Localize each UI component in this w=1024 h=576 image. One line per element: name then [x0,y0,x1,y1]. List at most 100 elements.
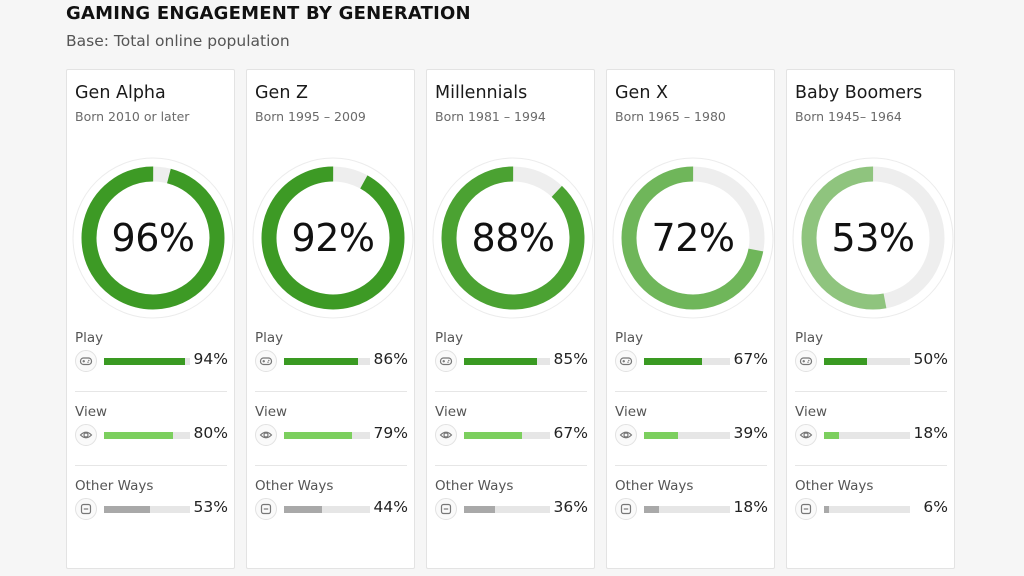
generation-name: Millennials [435,83,528,103]
bar-value: 67% [553,424,588,442]
bar-value: 67% [733,350,768,368]
bar-track [824,358,910,365]
bar-fill [824,358,867,365]
metric-play: Play 67% [607,330,776,390]
gamepad-icon [255,350,277,372]
ring-arc [441,166,585,310]
generation-card: Gen Alpha Born 2010 or later 96% Play 94%… [66,69,235,569]
bar-track [644,358,730,365]
total-ring: 88% [430,155,596,321]
metric-other: Other Ways 36% [427,478,596,538]
metric-play: Play 94% [67,330,236,390]
metric-view: View 80% [67,404,236,464]
bar-fill [464,432,522,439]
bar-track [104,358,190,365]
generation-born: Born 1995 – 2009 [255,109,366,124]
bar-value: 53% [193,498,228,516]
bar-value: 50% [913,350,948,368]
generation-card: Baby Boomers Born 1945– 1964 53% Play 50%… [786,69,955,569]
metric-label: Other Ways [615,478,694,494]
minus-square-icon [435,498,457,520]
bar-track [464,358,550,365]
bar-fill [284,432,352,439]
metric-label: Other Ways [255,478,334,494]
bar-value: 94% [193,350,228,368]
total-percent: 53% [831,216,915,260]
bar-track [284,358,370,365]
metric-label: View [75,404,108,420]
metric-label: Other Ways [75,478,154,494]
bar-fill [464,358,538,365]
bar-track [824,506,910,513]
generation-name: Baby Boomers [795,83,923,103]
metric-other: Other Ways 6% [787,478,956,538]
bar-fill [644,358,702,365]
bar-track [644,432,730,439]
bar-track [284,432,370,439]
gamepad-icon [75,350,97,372]
metric-other: Other Ways 44% [247,478,416,538]
total-ring: 92% [250,155,416,321]
metric-divider [75,465,227,466]
eye-icon [255,424,277,446]
minus-square-icon [795,498,817,520]
metric-label: Play [435,330,464,346]
metric-label: Play [75,330,104,346]
bar-value: 85% [553,350,588,368]
metric-view: View 79% [247,404,416,464]
bar-value: 79% [373,424,408,442]
metric-label: Other Ways [435,478,514,494]
generation-born: Born 1945– 1964 [795,109,902,124]
eye-icon [75,424,97,446]
metric-divider [255,391,407,392]
bar-track [824,432,910,439]
gamepad-icon [435,350,457,372]
eye-icon [435,424,457,446]
total-percent: 96% [111,216,195,260]
metric-divider [255,465,407,466]
gamepad-icon [795,350,817,372]
bar-fill [644,506,660,513]
gamepad-icon [615,350,637,372]
metric-divider [435,465,587,466]
metric-divider [75,391,227,392]
generation-born: Born 1981 – 1994 [435,109,546,124]
bar-value: 39% [733,424,768,442]
bar-fill [824,432,840,439]
ring-svg [252,157,414,319]
bar-fill [104,432,173,439]
ring-svg [72,157,234,319]
bar-track [104,506,190,513]
eye-icon [615,424,637,446]
metric-divider [795,391,947,392]
metric-divider [795,465,947,466]
metric-label: Play [615,330,644,346]
metric-divider [615,465,767,466]
ring-svg [432,157,594,319]
eye-icon [795,424,817,446]
bar-value: 44% [373,498,408,516]
total-ring: 72% [610,155,776,321]
bar-track [464,506,550,513]
metric-label: Other Ways [795,478,874,494]
metric-label: View [255,404,288,420]
bar-fill [284,506,322,513]
minus-square-icon [75,498,97,520]
generation-card: Gen X Born 1965 – 1980 72% Play 67% View 39… [606,69,775,569]
chart-title: GAMING ENGAGEMENT BY GENERATION [66,3,471,24]
generation-cards: Gen Alpha Born 2010 or later 96% Play 94%… [66,69,955,569]
metric-label: Play [255,330,284,346]
generation-name: Gen X [615,83,668,103]
generation-card: Gen Z Born 1995 – 2009 92% Play 86% View 79… [246,69,415,569]
metric-label: View [435,404,468,420]
total-ring: 53% [790,155,956,321]
minus-square-icon [255,498,277,520]
metric-play: Play 50% [787,330,956,390]
bar-value: 36% [553,498,588,516]
metric-divider [435,391,587,392]
generation-name: Gen Z [255,83,308,103]
bar-track [464,432,550,439]
metric-view: View 67% [427,404,596,464]
metric-label: View [615,404,648,420]
metric-label: View [795,404,828,420]
